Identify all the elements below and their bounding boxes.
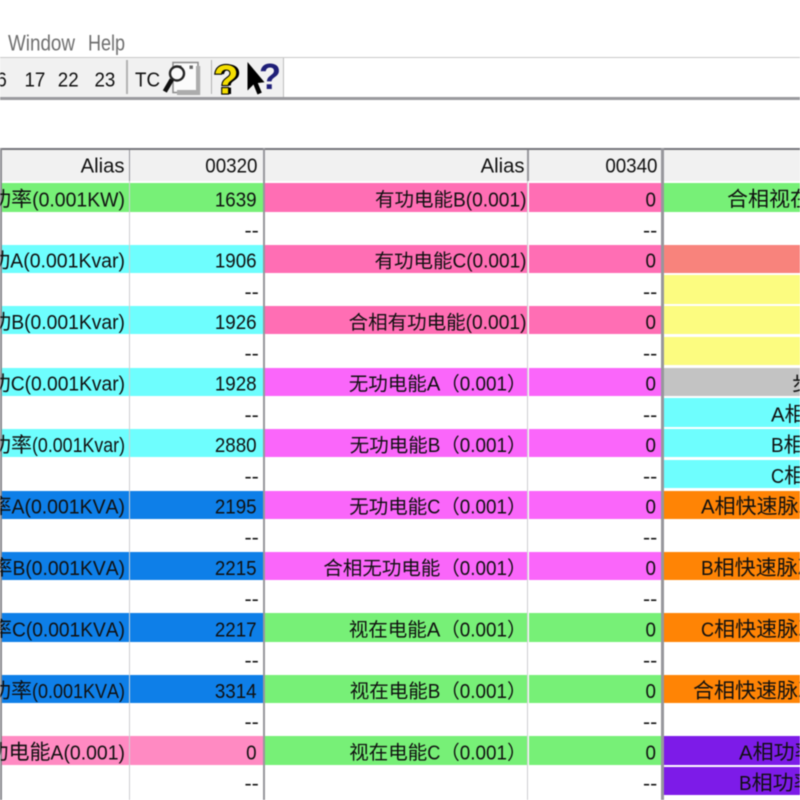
svg-text:A(0.001Kvar): A(0.001Kvar) [10, 251, 125, 273]
svg-text:0.001: 0.001 [460, 374, 507, 396]
svg-text:23: 23 [95, 70, 116, 92]
svg-text:3314: 3314 [215, 681, 257, 703]
svg-text:A: A [427, 619, 441, 641]
svg-text:2215: 2215 [215, 558, 257, 580]
svg-text:?: ? [216, 57, 241, 103]
svg-text:B: B [428, 435, 441, 457]
svg-text:1639: 1639 [215, 189, 257, 211]
svg-text:0: 0 [646, 558, 656, 580]
svg-text:B(0.001Kvar): B(0.001Kvar) [11, 312, 125, 334]
svg-text:--: -- [245, 404, 259, 426]
svg-text:TC: TC [135, 70, 160, 92]
svg-text:0: 0 [646, 189, 656, 211]
svg-text:0: 0 [646, 742, 656, 764]
svg-text:A(0.001): A(0.001) [51, 742, 125, 764]
svg-text:--: -- [643, 281, 657, 303]
svg-text:00320: 00320 [205, 155, 257, 177]
svg-text:C: C [701, 619, 714, 641]
svg-text:B(0.001KVA): B(0.001KVA) [13, 558, 126, 580]
svg-text:C(0.001Kvar): C(0.001Kvar) [11, 374, 125, 396]
svg-text:2880: 2880 [215, 435, 257, 457]
svg-text:C(0.001KVA): C(0.001KVA) [12, 619, 125, 641]
svg-text:1928: 1928 [215, 374, 257, 396]
svg-text:22: 22 [58, 70, 79, 92]
svg-text:Alias: Alias [481, 155, 525, 177]
svg-text:A: A [739, 742, 753, 764]
svg-text:0.001: 0.001 [460, 681, 507, 703]
svg-text:17: 17 [25, 70, 46, 92]
svg-text:--: -- [245, 343, 259, 365]
svg-text:--: -- [245, 773, 259, 795]
svg-text:6: 6 [0, 70, 7, 92]
svg-text:--: -- [643, 466, 657, 488]
svg-text:0: 0 [646, 681, 656, 703]
svg-text:Alias: Alias [81, 155, 125, 177]
svg-text:(0.001KVA): (0.001KVA) [32, 681, 125, 703]
svg-text:--: -- [643, 404, 657, 426]
svg-text:--: -- [643, 589, 657, 611]
svg-text:0: 0 [646, 497, 656, 519]
svg-text:2217: 2217 [215, 619, 257, 641]
svg-text:Window: Window [8, 31, 75, 56]
svg-text:--: -- [245, 650, 259, 672]
svg-text:(0.001): (0.001) [466, 312, 527, 334]
svg-text:C(0.001): C(0.001) [452, 251, 526, 273]
svg-text:(0.001KW): (0.001KW) [32, 189, 125, 211]
svg-text:Help: Help [88, 31, 125, 56]
svg-text:1906: 1906 [215, 251, 257, 273]
svg-text:C: C [771, 466, 784, 488]
svg-text:A: A [427, 374, 441, 396]
svg-text:--: -- [643, 220, 657, 242]
svg-text:--: -- [245, 527, 259, 549]
svg-text:0: 0 [646, 435, 656, 457]
svg-text:--: -- [245, 220, 259, 242]
svg-text:A: A [771, 404, 785, 426]
svg-text:A(0.001KVA): A(0.001KVA) [12, 497, 125, 519]
svg-text:(0.001Kvar): (0.001Kvar) [32, 435, 125, 457]
svg-text:2195: 2195 [215, 497, 257, 519]
svg-text:A: A [701, 497, 715, 519]
svg-text:--: -- [643, 712, 657, 734]
svg-text:--: -- [643, 650, 657, 672]
svg-text:--: -- [245, 589, 259, 611]
svg-text:--: -- [245, 466, 259, 488]
svg-text:0: 0 [646, 312, 656, 334]
svg-text:--: -- [643, 527, 657, 549]
svg-text:0.001: 0.001 [460, 558, 507, 580]
svg-text:0: 0 [646, 619, 656, 641]
svg-text:B: B [428, 681, 441, 703]
svg-text:--: -- [245, 712, 259, 734]
svg-text:1926: 1926 [215, 312, 257, 334]
svg-text:0: 0 [646, 251, 656, 273]
svg-text:--: -- [643, 343, 657, 365]
svg-text:0.001: 0.001 [460, 619, 507, 641]
svg-text:0.001: 0.001 [460, 435, 507, 457]
svg-text:0.001: 0.001 [460, 742, 507, 764]
svg-text:--: -- [643, 773, 657, 795]
svg-text:?: ? [259, 56, 281, 97]
svg-text:00340: 00340 [605, 155, 657, 177]
svg-text:B: B [739, 773, 752, 795]
svg-text:C: C [427, 742, 440, 764]
svg-text:B: B [771, 435, 784, 457]
svg-text:C: C [427, 497, 440, 519]
svg-text:B(0.001): B(0.001) [453, 189, 527, 211]
svg-text:--: -- [245, 281, 259, 303]
svg-text:0.001: 0.001 [460, 497, 507, 519]
svg-text:0: 0 [246, 742, 256, 764]
svg-text:?: ? [213, 57, 238, 103]
svg-text:B: B [701, 558, 714, 580]
svg-text:0: 0 [646, 374, 656, 396]
